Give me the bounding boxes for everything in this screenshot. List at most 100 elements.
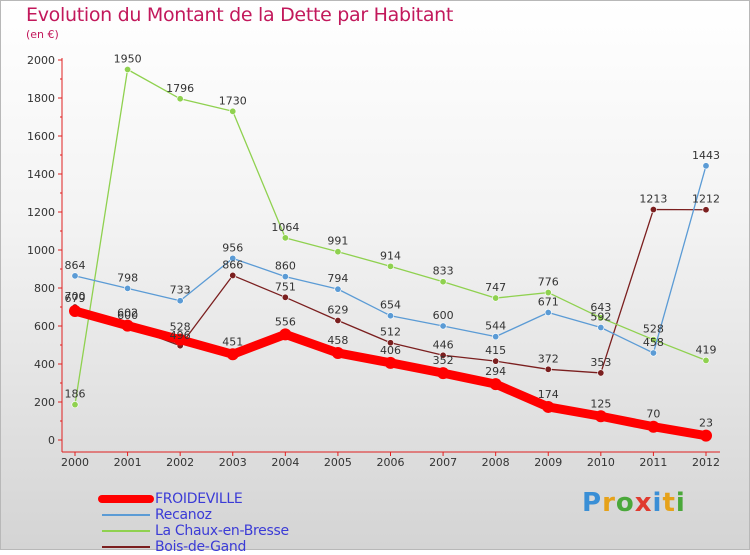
data-label: 679	[65, 292, 86, 305]
data-label: 174	[538, 388, 559, 401]
data-point	[229, 254, 237, 262]
data-label: 600	[117, 309, 138, 322]
data-label: 776	[538, 276, 559, 289]
data-point	[437, 367, 450, 380]
data-label: 458	[643, 336, 664, 349]
data-point	[124, 284, 132, 292]
data-label: 294	[485, 365, 506, 378]
x-tick-label: 2008	[482, 456, 510, 469]
data-label: 446	[433, 338, 454, 351]
data-label: 643	[590, 301, 611, 314]
data-point	[124, 66, 132, 74]
data-label: 747	[485, 281, 506, 294]
data-point	[544, 365, 552, 373]
x-tick-label: 2000	[61, 456, 89, 469]
data-point	[281, 273, 289, 281]
data-point	[69, 304, 81, 317]
data-label: 70	[646, 408, 660, 421]
data-point	[281, 234, 289, 242]
data-point	[439, 278, 447, 286]
data-point	[71, 272, 79, 280]
data-point	[121, 319, 134, 332]
data-label: 1064	[271, 221, 299, 234]
data-label: 352	[433, 354, 454, 367]
chart-subtitle: (en €)	[26, 28, 59, 41]
data-point	[492, 294, 500, 302]
data-label: 629	[327, 303, 348, 316]
data-point	[176, 95, 184, 103]
x-tick-label: 2006	[377, 456, 405, 469]
data-point	[702, 356, 710, 364]
data-point	[439, 322, 447, 330]
data-label: 1950	[114, 53, 142, 66]
x-tick-label: 2011	[639, 456, 667, 469]
x-tick-label: 2002	[166, 456, 194, 469]
chart-title: Evolution du Montant de la Dette par Hab…	[26, 4, 454, 26]
data-label: 556	[275, 315, 296, 328]
data-label: 125	[590, 397, 611, 410]
data-point	[386, 312, 394, 320]
x-tick-label: 2009	[534, 456, 562, 469]
data-point	[334, 285, 342, 293]
x-tick-label: 2003	[219, 456, 247, 469]
y-tick-label: 1400	[27, 168, 55, 181]
y-tick-label: 1000	[27, 244, 55, 257]
data-point	[597, 324, 605, 332]
data-point	[597, 314, 605, 322]
data-point	[331, 346, 344, 359]
data-point	[229, 107, 237, 115]
legend-label: La Chaux-en-Bresse	[155, 523, 289, 539]
x-tick-label: 2001	[114, 456, 142, 469]
data-point	[229, 271, 237, 279]
legend-label: Recanoz	[155, 507, 212, 523]
data-label: 1796	[166, 82, 194, 95]
data-point	[489, 378, 502, 391]
data-point	[544, 289, 552, 297]
data-label: 864	[65, 259, 86, 272]
data-label: 544	[485, 320, 506, 333]
data-label: 600	[433, 309, 454, 322]
data-label: 654	[380, 299, 401, 312]
data-label: 1212	[692, 193, 720, 206]
data-point	[226, 348, 239, 361]
data-label: 733	[170, 284, 191, 297]
y-tick-label: 1600	[27, 130, 55, 143]
data-label: 353	[590, 356, 611, 369]
data-label: 372	[538, 352, 559, 365]
data-label: 991	[327, 235, 348, 248]
data-label: 23	[699, 417, 713, 430]
data-label: 751	[275, 280, 296, 293]
x-tick-label: 2012	[692, 456, 720, 469]
data-point	[334, 248, 342, 256]
data-point	[386, 262, 394, 270]
y-tick-label: 1200	[27, 206, 55, 219]
data-label: 860	[275, 260, 296, 273]
data-label: 451	[222, 335, 243, 348]
data-label: 406	[380, 344, 401, 357]
data-label: 496	[170, 329, 191, 342]
data-point	[597, 369, 605, 377]
y-tick-label: 600	[34, 320, 55, 333]
data-label: 914	[380, 249, 401, 262]
data-label: 602	[117, 307, 138, 320]
legend-label: Bois-de-Gand	[155, 539, 247, 555]
data-label: 794	[327, 272, 348, 285]
legend-label: FROIDEVILLE	[155, 491, 243, 507]
data-point	[279, 328, 292, 341]
data-point	[594, 410, 607, 423]
y-tick-label: 2000	[27, 54, 55, 67]
data-point	[174, 333, 187, 346]
data-label: 833	[433, 265, 454, 278]
data-label: 458	[327, 334, 348, 347]
x-tick-label: 2010	[587, 456, 615, 469]
data-point	[384, 356, 397, 369]
data-point	[700, 429, 712, 442]
data-label: 866	[222, 258, 243, 271]
data-point	[647, 420, 660, 433]
data-point	[334, 316, 342, 324]
y-tick-label: 0	[48, 434, 55, 447]
y-tick-label: 400	[34, 358, 55, 371]
data-label: 528	[170, 321, 191, 334]
data-label: 1730	[219, 94, 247, 107]
